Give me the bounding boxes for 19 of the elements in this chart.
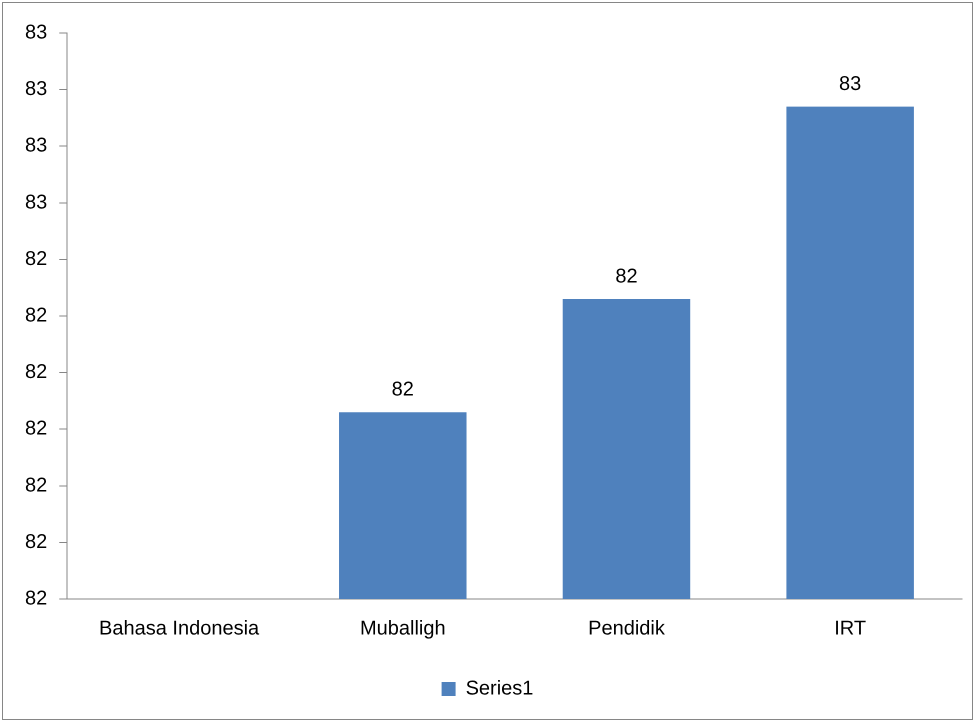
- x-tick-label: Pendidik: [588, 618, 666, 640]
- y-tick-label: 83: [24, 78, 48, 100]
- y-tick-label: 82: [24, 248, 48, 270]
- y-tick-label: 83: [24, 22, 48, 44]
- y-tick-label: 82: [24, 418, 48, 440]
- y-tick-label: 83: [24, 134, 48, 157]
- x-tick-label: Muballigh: [360, 618, 446, 640]
- data-label: 83: [839, 73, 862, 96]
- x-tick-label: IRT: [834, 618, 866, 640]
- x-tick-label: Bahasa Indonesia: [99, 618, 260, 640]
- y-tick-label: 82: [24, 304, 48, 327]
- data-label: 82: [615, 266, 638, 288]
- y-tick-label: 82: [24, 474, 48, 496]
- y-tick-label: 83: [24, 191, 48, 214]
- y-tick-label: 82: [24, 588, 48, 610]
- data-label: 82: [392, 378, 414, 401]
- y-tick-label: 82: [24, 530, 48, 553]
- legend-label: Series1: [466, 678, 534, 700]
- y-tick-label: 82: [24, 361, 48, 384]
